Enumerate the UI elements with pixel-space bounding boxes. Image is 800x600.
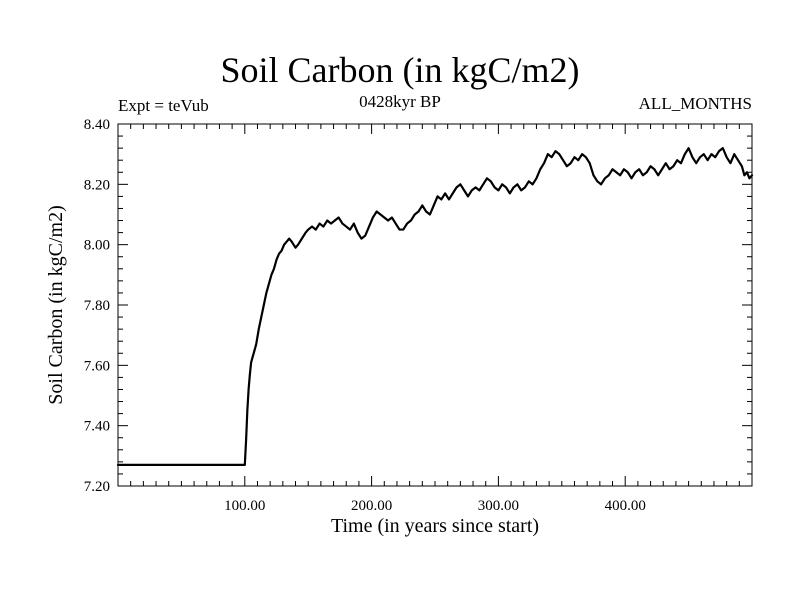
x-tick-label: 400.00 — [605, 498, 646, 514]
y-tick-label: 7.60 — [84, 358, 110, 374]
y-tick-label: 8.20 — [84, 177, 110, 193]
x-tick-label: 300.00 — [478, 498, 519, 514]
experiment-label: Expt = teVub — [118, 96, 209, 115]
months-label: ALL_MONTHS — [638, 94, 752, 113]
chart-subtitle: 0428kyr BP — [359, 92, 441, 111]
x-axis-label: Time (in years since start) — [331, 515, 539, 537]
plot-frame — [117, 123, 753, 487]
y-tick-label: 7.40 — [84, 419, 110, 435]
y-axis-label: Soil Carbon (in kgC/m2) — [45, 205, 67, 404]
x-tick-labels: 100.00 200.00 300.00 400.00 — [224, 498, 646, 514]
y-ticks — [118, 135, 752, 475]
y-tick-label: 7.20 — [84, 479, 110, 495]
x-tick-label: 200.00 — [351, 498, 392, 514]
x-ticks — [130, 124, 740, 486]
y-tick-label: 8.40 — [84, 117, 110, 133]
y-tick-labels: 7.20 7.40 7.60 7.80 8.00 8.20 8.40 — [84, 117, 110, 495]
soil-carbon-line — [116, 147, 754, 466]
y-tick-label: 7.80 — [84, 298, 110, 314]
x-tick-label: 100.00 — [224, 498, 265, 514]
chart-title: Soil Carbon (in kgC/m2) — [220, 50, 580, 90]
y-tick-label: 8.00 — [84, 238, 110, 254]
